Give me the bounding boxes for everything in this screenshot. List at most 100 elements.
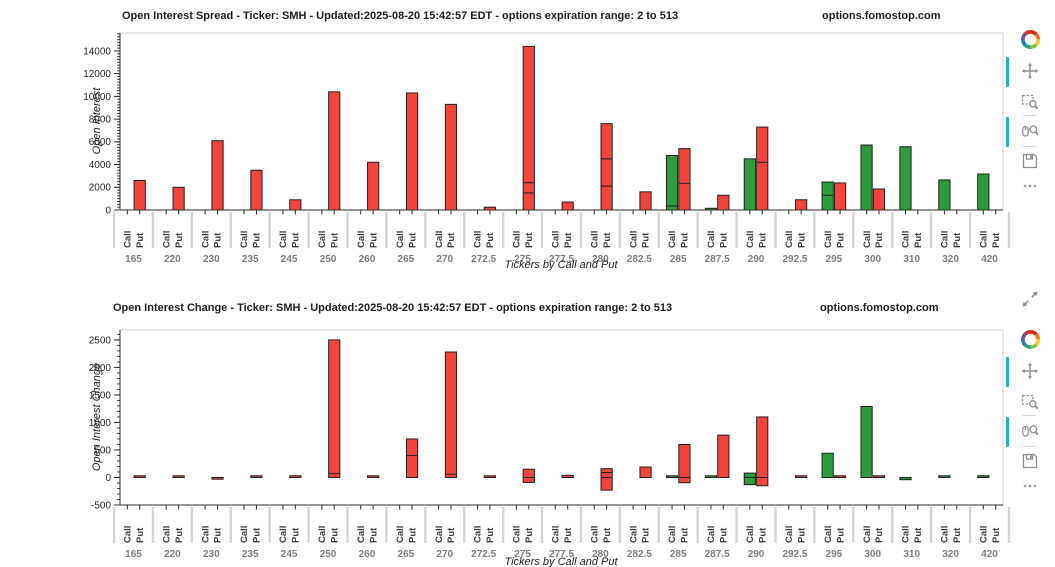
y-tick-label: 1000 [89,418,112,429]
strike-label: 272.5 [471,549,496,560]
strike-label: 165 [125,254,142,265]
save-tool-icon[interactable] [1021,152,1041,172]
toolbar-divider [1022,146,1036,147]
call-put-label: Put [174,527,185,543]
put-bar [405,438,419,478]
strike-label: 245 [281,549,298,560]
strike-label: 300 [864,549,881,560]
call-put-label: Call [434,526,445,543]
strike-label: 272.5 [471,254,496,265]
chart2-toolbar [1006,285,1052,567]
strike-label: 420 [981,549,998,560]
call-put-label: Put [796,232,807,248]
call-put-label: Put [835,232,846,248]
strike-label: 235 [242,254,259,265]
call-put-label: Call [862,526,873,543]
put-bar [717,194,730,211]
strike-label: 275 [514,549,531,560]
strike-label: 292.5 [782,549,807,560]
bokeh-logo-icon[interactable] [1021,30,1041,50]
call-put-label: Call [317,526,328,543]
call-put-label: Put [913,527,924,543]
call-put-label: Call [356,231,367,248]
strike-label: 165 [125,549,142,560]
call-put-label: Call [823,526,834,543]
put-bar [639,191,652,211]
call-put-label: Put [563,527,574,543]
put-bar [522,45,535,211]
call-put-label: Put [602,527,613,543]
call-put-label: Put [641,527,652,543]
call-bar-negative [899,476,912,481]
put-bar [444,103,458,211]
chart2-y-axis-label: Open Interest Change [91,362,103,472]
more-tools-icon[interactable] [1021,176,1041,196]
call-bar [860,144,873,211]
put-bar [561,474,574,478]
call-put-label: Call [940,526,951,543]
call-put-label: Call [123,526,134,543]
y-tick-label: -500 [91,500,111,511]
call-put-label: Call [706,526,717,543]
pan-tool-icon[interactable] [1021,362,1041,382]
toolbar-divider [1022,415,1036,416]
call-put-label: Call [512,526,523,543]
call-put-label: Put [991,527,1002,543]
put-bar [250,475,263,478]
put-bar [172,475,185,478]
box-zoom-tool-icon[interactable] [1021,92,1041,112]
call-put-label: Put [252,232,263,248]
call-put-label: Call [434,231,445,248]
call-bar [977,475,990,478]
call-bar [821,181,834,211]
wheel-zoom-tool-icon[interactable] [1021,422,1041,442]
chart1-title: Open Interest Spread - Ticker: SMH - Upd… [122,10,679,22]
expand-tool-icon[interactable] [1021,290,1041,310]
wheel-zoom-tool-icon[interactable] [1021,122,1041,142]
strike-label: 280 [592,549,609,560]
put-bar [756,416,769,478]
strike-label: 245 [281,254,298,265]
call-put-label: Put [602,232,613,248]
call-put-label: Put [407,232,418,248]
call-put-label: Call [512,231,523,248]
call-put-label: Put [680,232,691,248]
pan-tool-icon[interactable] [1021,62,1041,82]
call-put-label: Call [200,526,211,543]
call-put-label: Call [239,231,250,248]
put-bar [328,91,341,211]
call-put-label: Call [901,231,912,248]
toolbar-divider [1022,446,1036,447]
more-tools-icon[interactable] [1021,476,1041,496]
call-put-label: Call [161,231,172,248]
put-bar-negative [600,476,613,491]
chart2-x-axis-label: Tickers by Call and Put [504,556,618,567]
call-put-label: Put [563,232,574,248]
call-bar [938,475,951,478]
call-put-label: Put [524,527,535,543]
call-put-label: Call [667,526,678,543]
put-bar [756,126,769,211]
y-tick-label: 2000 [89,363,112,374]
y-tick-label: 1500 [89,390,112,401]
strike-label: 270 [436,549,453,560]
call-put-label: Put [135,232,146,248]
call-put-label: Put [252,527,263,543]
call-bar [665,475,679,478]
call-put-label: Call [628,231,639,248]
call-put-label: Call [473,526,484,543]
strike-label: 287.5 [705,549,730,560]
bokeh-logo-icon[interactable] [1021,330,1041,350]
strike-label: 230 [203,254,220,265]
strike-label: 277.5 [549,549,574,560]
y-tick-label: 2000 [89,183,112,194]
call-put-label: Put [991,232,1002,248]
active-tool-indicator [1006,417,1009,447]
strike-label: 310 [903,254,920,265]
strike-label: 300 [864,254,881,265]
put-bar [872,188,886,211]
save-tool-icon[interactable] [1021,452,1041,472]
box-zoom-tool-icon[interactable] [1021,392,1041,412]
call-put-label: Put [329,527,340,543]
